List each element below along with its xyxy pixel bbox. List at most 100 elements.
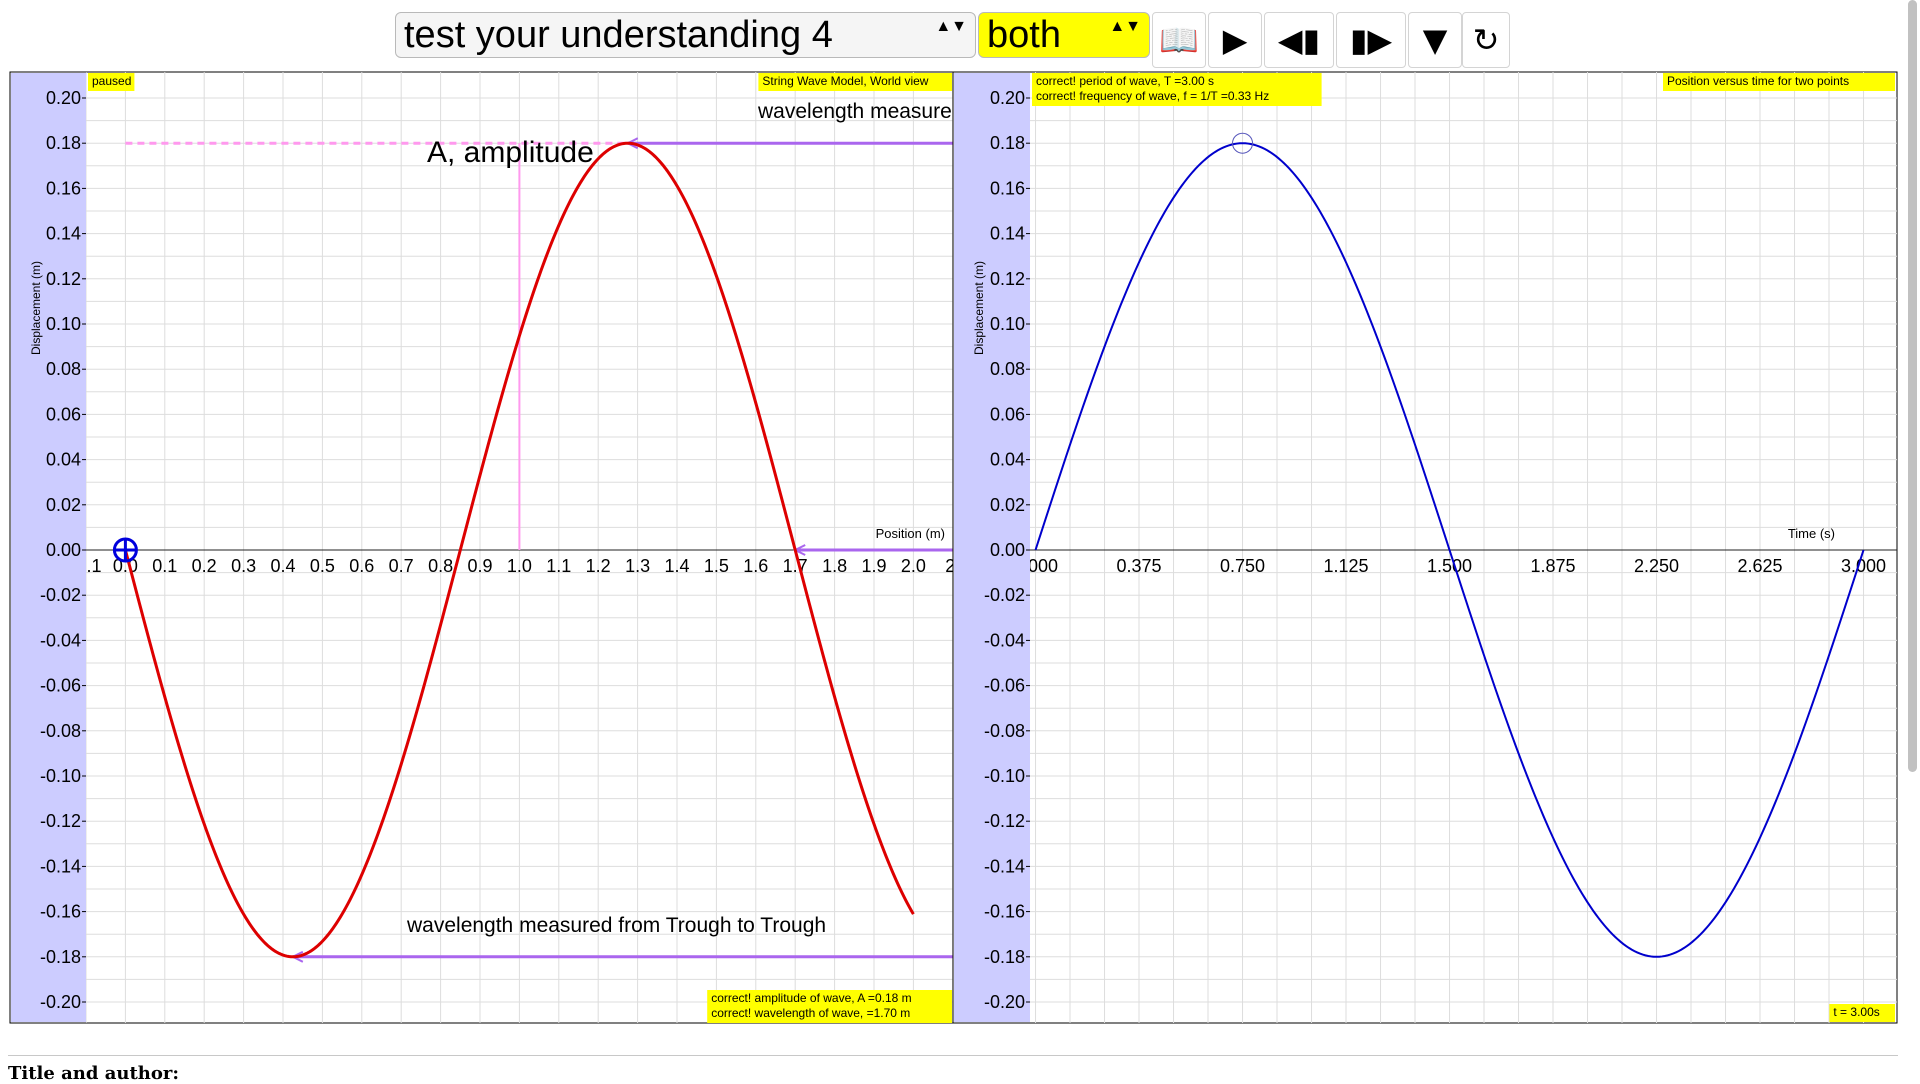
y-tick-label: -0.16 (40, 902, 81, 922)
y-tick-label: 0.00 (46, 540, 81, 560)
options-menu-button[interactable]: ▼ (1408, 12, 1462, 68)
play-icon: ▶ (1222, 21, 1248, 59)
left-y-axis-label: Displacement (m) (29, 261, 43, 355)
book-icon: 📖 (1159, 21, 1199, 59)
right-panel: 0.000 0.375 0.750 1.125 1.500 1.875 2.250 2.625… (952, 71, 1898, 1024)
x-tick-label: 1.8 (822, 556, 847, 576)
x-tick-label: 0.2 (192, 556, 217, 576)
triangle-down-icon: ▼ (1422, 21, 1448, 59)
step-forward-button[interactable]: ▮▶ (1336, 12, 1406, 68)
amplitude-feedback-box (707, 990, 952, 1023)
y-tick-label: 0.16 (46, 178, 81, 198)
y-tick-label: 0.02 (46, 495, 81, 515)
x-tick-label: 0.5 (310, 556, 335, 576)
y-tick-label: 0.18 (46, 133, 81, 153)
y-tick-label: -0.14 (984, 856, 1025, 876)
step-back-icon: ◀▮ (1277, 21, 1321, 59)
y-tick-label: -0.18 (40, 947, 81, 967)
y-tick-label: -0.20 (984, 992, 1025, 1012)
page-scrollbar[interactable] (1908, 0, 1917, 772)
y-tick-label: 0.02 (990, 495, 1025, 515)
x-tick-label: -0.1 (70, 556, 101, 576)
x-tick-label: 1.1 (546, 556, 571, 576)
period-feedback-box (1032, 73, 1322, 106)
x-tick-label: 0.750 (1220, 556, 1265, 576)
play-button[interactable]: ▶ (1208, 12, 1262, 68)
step-back-button[interactable]: ◀▮ (1264, 12, 1334, 68)
x-tick-label: 1.4 (664, 556, 689, 576)
x-tick-label: 1.7 (783, 556, 808, 576)
reset-icon: ↻ (1472, 21, 1500, 59)
y-tick-label: -0.10 (984, 766, 1025, 786)
x-tick-label: 1.5 (704, 556, 729, 576)
y-tick-label: -0.16 (984, 902, 1025, 922)
y-tick-label: 0.08 (46, 359, 81, 379)
book-button[interactable]: 📖 (1152, 12, 1206, 68)
y-tick-label: 0.10 (990, 314, 1025, 334)
y-tick-label: 0.18 (990, 133, 1025, 153)
step-forward-icon: ▮▶ (1349, 21, 1393, 59)
y-tick-label: -0.20 (40, 992, 81, 1012)
x-tick-label: 1.0 (507, 556, 532, 576)
y-tick-label: -0.18 (984, 947, 1025, 967)
exercise-select-value: test your understanding 4 (404, 13, 833, 56)
y-tick-label: -0.04 (40, 630, 81, 650)
right-y-axis-label: Displacement (m) (972, 261, 986, 355)
y-tick-label: -0.10 (40, 766, 81, 786)
x-tick-label: 2.0 (901, 556, 926, 576)
x-tick-label: 1.500 (1427, 556, 1472, 576)
x-tick-label: 0.8 (428, 556, 453, 576)
left-frame (9, 71, 954, 1024)
y-tick-label: -0.14 (40, 856, 81, 876)
y-tick-label: -0.12 (984, 811, 1025, 831)
title-author-heading: Title and author: (8, 1063, 179, 1084)
y-tick-label: 0.20 (990, 88, 1025, 108)
string-wave-line (123, 141, 915, 959)
time-readout-box (1829, 1004, 1895, 1022)
period-feedback: correct! frequency of wave, f = 1/T =0.3… (1036, 89, 1269, 103)
x-tick-label: 0.4 (270, 556, 295, 576)
amplitude-feedback: correct! wavelength of wave, =1.70 m (711, 1006, 910, 1020)
x-tick-label: 2.250 (1634, 556, 1679, 576)
divider-line (8, 1055, 1898, 1056)
time-wave-line (1034, 142, 1865, 958)
select-arrows-icon: ▲▼ (1109, 18, 1141, 35)
mode-select-value: both (987, 13, 1061, 56)
y-tick-label: 0.12 (990, 269, 1025, 289)
wavelength-trough-label: wavelength measured from Trough to Troug… (406, 914, 826, 937)
y-tick-label: -0.02 (40, 585, 81, 605)
time-readout: t = 3.00s (1833, 1005, 1879, 1019)
y-tick-label: 0.00 (990, 540, 1025, 560)
reset-button[interactable]: ↻ (1462, 12, 1510, 68)
y-tick-label: 0.06 (990, 404, 1025, 424)
x-tick-label: 2.625 (1737, 556, 1782, 576)
x-tick-label: 0.000 (1013, 556, 1058, 576)
x-tick-label: 0.9 (467, 556, 492, 576)
y-tick-label: -0.02 (984, 585, 1025, 605)
y-tick-label: 0.10 (46, 314, 81, 334)
wavelength-crest-label: wavelength measured from Crest to Crest (757, 100, 1147, 123)
y-tick-label: 0.14 (990, 224, 1025, 244)
x-tick-label: 1.875 (1530, 556, 1575, 576)
amplitude-label: A, amplitude (427, 136, 594, 169)
y-tick-label: -0.04 (984, 630, 1025, 650)
right-x-axis-label: Time (s) (1788, 526, 1835, 541)
view-label: String Wave Model, World view (762, 74, 928, 88)
exercise-select[interactable]: test your understanding 4 ▲▼ (395, 12, 976, 58)
x-tick-label: 1.9 (861, 556, 886, 576)
x-tick-label: 1.2 (586, 556, 611, 576)
select-arrows-icon: ▲▼ (935, 18, 967, 35)
y-tick-label: -0.06 (984, 676, 1025, 696)
x-tick-label: 3.000 (1841, 556, 1886, 576)
y-tick-label: -0.08 (984, 721, 1025, 741)
mode-select[interactable]: both ▲▼ (978, 12, 1150, 58)
x-tick-label: 0.375 (1116, 556, 1161, 576)
y-tick-label: 0.12 (46, 269, 81, 289)
left-plot-area: -0.1 0.0 0.1 0.2 0.3 0.4 0.5 0.6 0.7 0.8 0.9 1.0 1.1… (70, 72, 1147, 1023)
view-label: Position versus time for two points (1667, 74, 1849, 88)
period-feedback: correct! period of wave, T =3.00 s (1036, 74, 1214, 88)
y-tick-label: 0.14 (46, 224, 81, 244)
view-label-box (758, 73, 952, 91)
y-tick-label: -0.08 (40, 721, 81, 741)
y-tick-label: 0.20 (46, 88, 81, 108)
